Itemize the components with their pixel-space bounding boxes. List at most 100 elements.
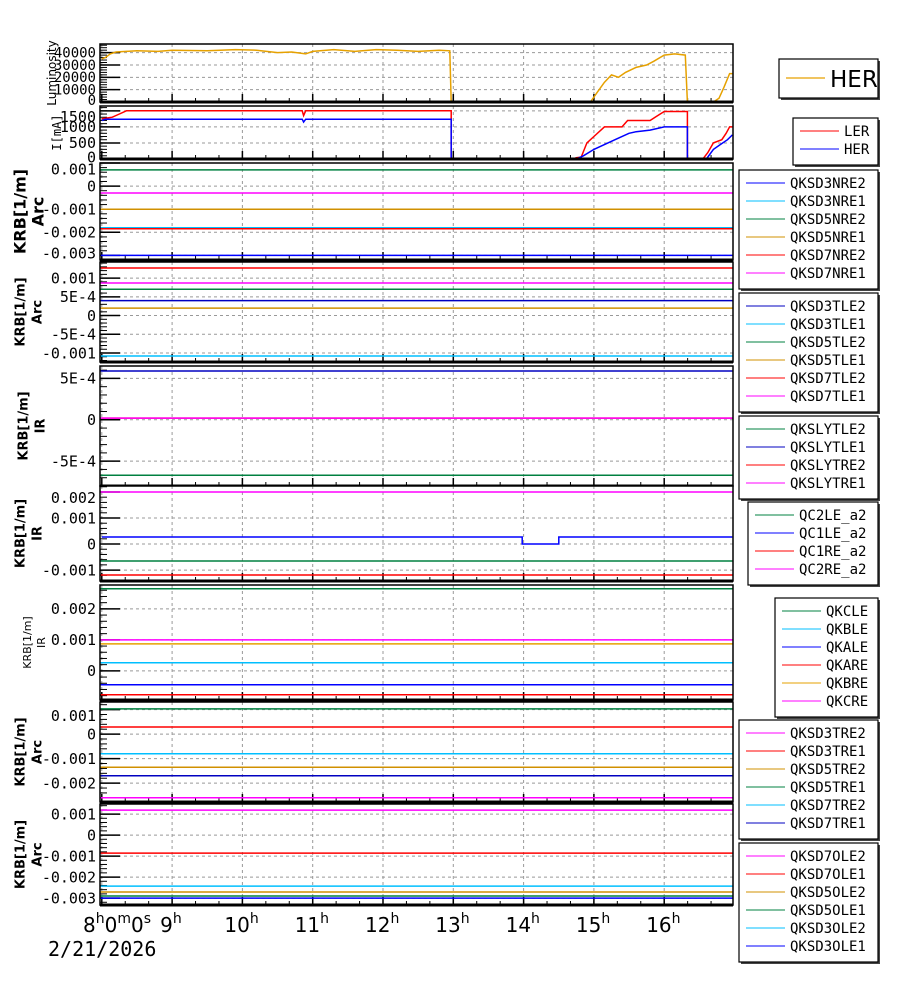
- x-tick-label: 16h: [646, 911, 680, 937]
- legend-label: QC1LE_a2: [799, 526, 866, 542]
- legend-7: QKCLE QKBLE QKALE QKARE QKBRE QKCRE: [774, 597, 880, 719]
- superscript: m: [117, 911, 131, 927]
- legend-label: HER: [830, 67, 878, 93]
- legend-box: [738, 719, 879, 840]
- legend-label: QKSD5TLE1: [790, 353, 866, 369]
- superscript: h: [601, 911, 610, 927]
- legend-label: LER: [844, 124, 870, 140]
- legend-box: [738, 169, 879, 290]
- hour-value: 11: [295, 913, 320, 937]
- plot-area: [100, 585, 733, 700]
- panel-3: -0.003 -0.002 -0.001 00.001 KRB[1/m]Arc: [11, 160, 734, 263]
- y-tick-label: -0.002: [42, 774, 96, 792]
- series-line-LER: [101, 110, 733, 159]
- y-tick-label: -0.001: [42, 561, 96, 579]
- y-tick-label: -5E-4: [51, 452, 96, 470]
- y-axis-label: I[mA]: [50, 114, 64, 150]
- y-axis-label: Arc: [31, 842, 46, 866]
- legend-label: QKSD5TRE1: [790, 780, 866, 796]
- superscript: h: [390, 911, 399, 927]
- y-tick-label: 0: [87, 411, 96, 429]
- legend-label: QKSD5NRE1: [790, 230, 866, 246]
- y-axis-label: IR: [31, 526, 46, 541]
- y-tick-label: 0.001: [51, 509, 96, 527]
- legend-label: QKSLYTLE1: [790, 440, 866, 456]
- hour-value: 16: [646, 913, 671, 937]
- y-tick-label: 0: [87, 725, 96, 743]
- superscript: h: [531, 911, 540, 927]
- y-tick-label: 20000: [54, 70, 96, 86]
- y-tick-label: 0.002: [51, 489, 96, 507]
- legend-label: QKSD7OLE2: [790, 849, 866, 865]
- y-tick-label: -5E-4: [51, 326, 96, 344]
- legend-label: QKALE: [826, 640, 868, 656]
- legend-label: QC1RE_a2: [799, 544, 866, 560]
- series-line-HER: [101, 48, 733, 102]
- y-axis-label: KRB[1/m]: [17, 391, 32, 460]
- legend-box: [774, 597, 879, 718]
- series-line-HER: [101, 118, 733, 159]
- legend-label: QC2LE_a2: [799, 508, 866, 524]
- x-tick-label: 13h: [435, 911, 469, 937]
- superscript: h: [250, 911, 259, 927]
- plot-area: [100, 804, 733, 905]
- legend-1: HER: [778, 58, 880, 100]
- y-axis-label: Arc: [29, 197, 48, 227]
- y-axis-label: KRB[1/m]: [14, 820, 29, 889]
- plot-area: [100, 163, 733, 260]
- legend-label: QKCLE: [826, 604, 868, 620]
- legend-6: QC2LE_a2 QC1LE_a2 QC1RE_a2 QC2RE_a2: [747, 501, 880, 587]
- panel-9: -0.003 -0.002 -0.001 0 0.001 KRB[1/m] Arc: [14, 803, 734, 907]
- hour-value: 10: [224, 913, 249, 937]
- y-tick-label: 0.002: [51, 600, 96, 618]
- y-tick-label: 0.001: [51, 707, 96, 725]
- legend-label: QKSD3OLE1: [790, 939, 866, 955]
- legend-label: QKSD5TLE2: [790, 335, 866, 351]
- y-tick-label: -0.002: [42, 868, 96, 886]
- y-axis-label: Arc: [31, 300, 46, 324]
- x-axis-labels: 8h0m0s 9h 10h 11h 12h 13h 14h 15h 16h: [83, 911, 681, 937]
- legend-box: [747, 501, 879, 586]
- y-axis-label: IR: [35, 637, 48, 648]
- y-tick-label: 0.001: [51, 160, 96, 178]
- superscript: h: [96, 911, 105, 927]
- y-tick-label: 30000: [54, 58, 96, 74]
- legend-label: QKSD7TLE1: [790, 389, 866, 405]
- legend-label: QKSD5OLE1: [790, 903, 866, 919]
- y-tick-label: -0.001: [42, 344, 96, 362]
- x-tick-label: 9h: [160, 911, 182, 937]
- y-tick-label: 1000: [60, 118, 96, 136]
- y-axis-label: KRB[1/m]: [14, 717, 29, 786]
- legend-label: QKSD7TRE2: [790, 798, 866, 814]
- plot-area: [100, 486, 733, 581]
- hour-value: 13: [435, 913, 460, 937]
- hour-value: 15: [576, 913, 601, 937]
- y-tick-label: 0: [87, 535, 96, 553]
- legend-label: QKSD7NRE2: [790, 248, 866, 264]
- x-tick-label: 10h: [224, 911, 258, 937]
- legend-4: QKSD3TLE2 QKSD3TLE1 QKSD5TLE2 QKSD5TLE1 QKSD…: [738, 292, 880, 414]
- y-axis-label: Luminosity: [45, 40, 59, 105]
- legend-label: QKSD3NRE1: [790, 194, 866, 210]
- plot-area: [100, 366, 733, 486]
- x-tick-label: 14h: [506, 911, 540, 937]
- y-axis-label: KRB[1/m]: [14, 277, 29, 346]
- y-tick-label: 0.001: [51, 269, 96, 287]
- series-line-QC1LE_a2: [101, 536, 733, 545]
- legend-box: [792, 117, 879, 166]
- y-tick-label: 0: [87, 148, 96, 166]
- y-tick-label: -0.001: [42, 847, 96, 865]
- date-label: 2/21/2026: [48, 937, 157, 961]
- legend-box: [778, 58, 879, 99]
- legend-label: QKSLYTRE2: [790, 458, 866, 474]
- hour-value: 12: [365, 913, 390, 937]
- legend-box: [738, 842, 879, 963]
- legend-label: QKSD3TLE2: [790, 299, 866, 315]
- legend-label: QKSD5OLE2: [790, 885, 866, 901]
- legend-label: QKSD3TLE1: [790, 317, 866, 333]
- plot-area: [100, 106, 733, 159]
- y-axis-label: KRB[1/m]: [11, 169, 30, 254]
- panel-7: 0 0.001 0.002 KRB[1/m] IR: [21, 584, 734, 702]
- legend-2: LER HER: [792, 117, 880, 167]
- legend-9: QKSD7OLE2 QKSD7OLE1 QKSD5OLE2 QKSD5OLE1 QKSD…: [738, 842, 880, 964]
